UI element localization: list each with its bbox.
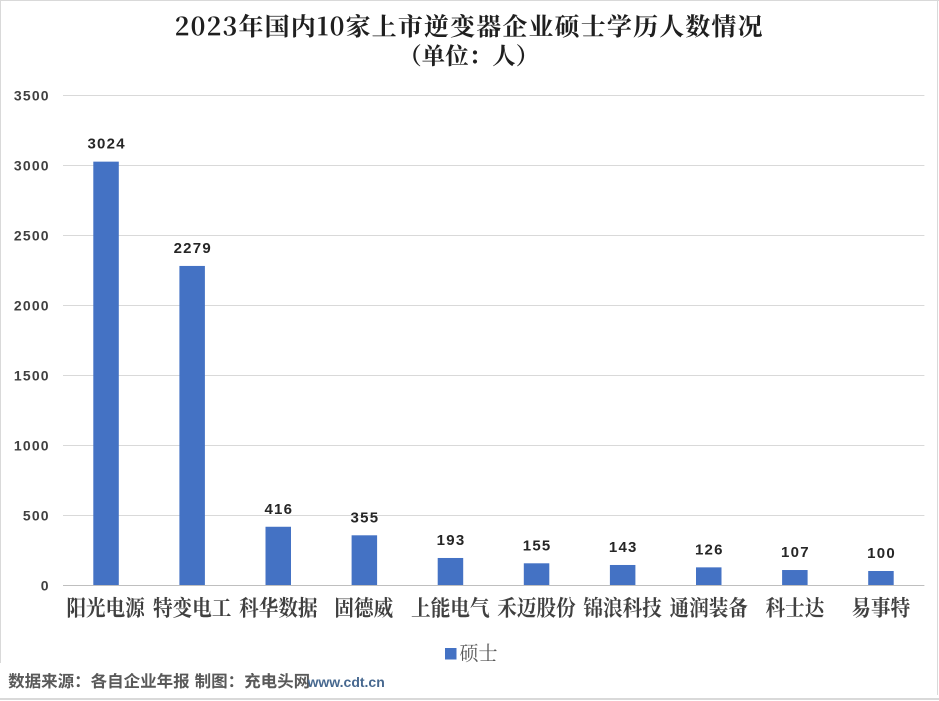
svg-text:355: 355 [351, 509, 380, 526]
svg-text:1000: 1000 [14, 438, 50, 454]
svg-text:1500: 1500 [14, 368, 50, 384]
svg-text:2500: 2500 [14, 228, 50, 244]
svg-text:193: 193 [437, 532, 466, 549]
svg-text:0: 0 [41, 578, 50, 594]
svg-text:2279: 2279 [174, 240, 212, 257]
svg-text:3024: 3024 [87, 136, 125, 153]
svg-text:100: 100 [867, 545, 896, 562]
svg-text:www.cdt.cn: www.cdt.cn [307, 674, 385, 690]
svg-text:126: 126 [695, 541, 724, 558]
svg-text:155: 155 [523, 537, 552, 554]
svg-text:143: 143 [609, 539, 638, 556]
svg-text:107: 107 [781, 544, 810, 561]
svg-text:416: 416 [264, 501, 293, 518]
svg-text:2000: 2000 [14, 298, 50, 314]
svg-text:500: 500 [23, 508, 50, 524]
svg-text:3500: 3500 [14, 88, 50, 104]
svg-text:3000: 3000 [14, 158, 50, 174]
